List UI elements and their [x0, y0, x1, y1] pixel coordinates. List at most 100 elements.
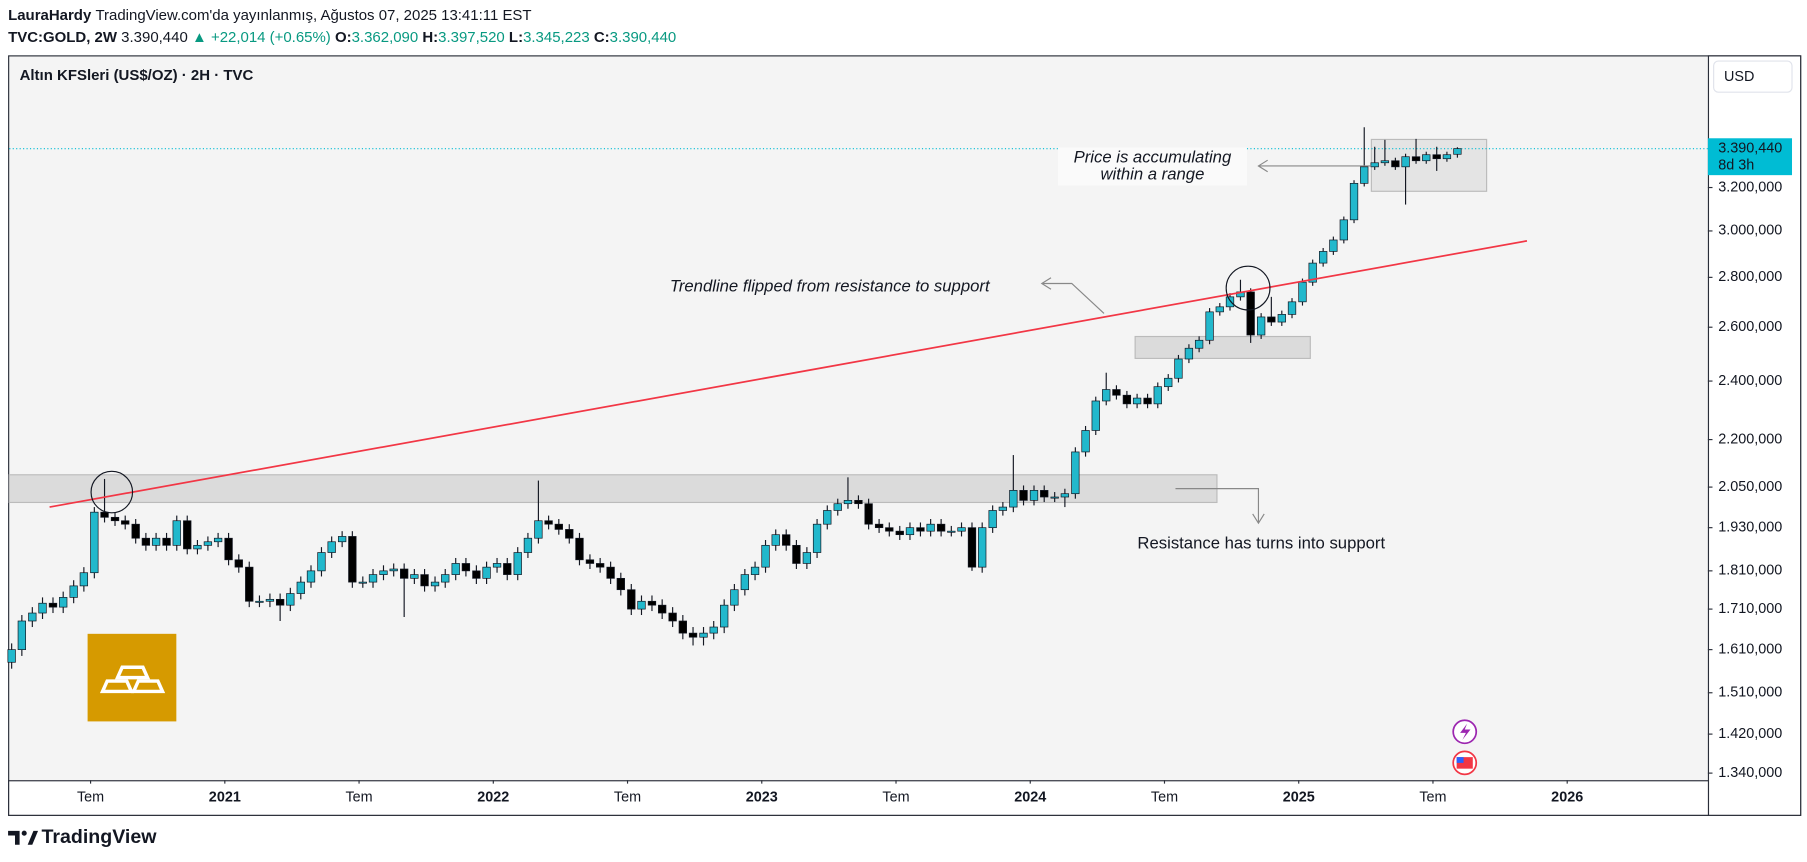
candle-body — [17, 620, 26, 650]
ohlc-label: O: — [335, 29, 352, 46]
header-line-2: TVC:GOLD, 2W 3.390,440 ▲ +22,014 (+0.65%… — [8, 29, 676, 46]
candle-body — [792, 544, 801, 564]
candle-body — [1060, 493, 1070, 498]
candle-body — [678, 620, 687, 634]
candle-body — [213, 537, 223, 543]
candle-body — [28, 612, 37, 622]
candle-body — [1143, 397, 1152, 405]
candle-body — [1339, 219, 1348, 241]
candle-body — [1205, 311, 1214, 341]
candle-body — [1184, 347, 1194, 360]
candle-body — [885, 527, 894, 532]
candle-body — [59, 597, 68, 608]
candle-body — [1298, 281, 1307, 303]
ohlc-value: 3.397,520 — [438, 29, 505, 46]
y-tick-label: 3.000,000 — [1718, 223, 1782, 239]
candle-body — [1194, 339, 1204, 349]
header-line-1: LauraHardy TradingView.com'da yayınlanmı… — [8, 7, 531, 24]
candle-body — [647, 600, 657, 606]
candle-body — [926, 523, 935, 532]
candle-body — [255, 600, 264, 603]
chart-frame — [8, 55, 1802, 816]
candle-body — [967, 527, 977, 568]
candle-body — [595, 563, 605, 568]
candle-body — [1391, 160, 1400, 168]
y-tick-label: 1.420,000 — [1718, 726, 1782, 742]
candle-body — [740, 574, 750, 591]
candle-body — [565, 529, 574, 539]
candle-body — [1009, 490, 1018, 508]
x-tick-label: 2024 — [1014, 789, 1046, 805]
last-price-label: 3.390,440 — [1718, 140, 1782, 156]
candle-body — [400, 568, 409, 579]
candle-body — [203, 541, 213, 546]
candle-body — [1453, 148, 1462, 155]
x-tick-label: 2026 — [1551, 789, 1583, 805]
candle-body — [544, 520, 553, 525]
candle-body — [503, 563, 512, 575]
logo — [8, 830, 39, 845]
candle-body — [38, 602, 47, 614]
candle-body — [978, 527, 987, 568]
x-tick-label: Tem — [614, 789, 641, 805]
candle-body — [957, 527, 966, 532]
candle-body — [688, 632, 698, 638]
candle-body — [368, 574, 378, 583]
candle-body — [802, 552, 812, 564]
annotation: within a range — [1100, 165, 1204, 184]
arrow-head — [1252, 513, 1265, 525]
candle-body — [833, 503, 842, 511]
candle-body — [1029, 490, 1039, 501]
candle-body — [1132, 397, 1142, 405]
candle-body — [936, 523, 946, 532]
candle-body — [895, 530, 904, 536]
range-zone — [1370, 138, 1488, 192]
arrow — [1175, 488, 1260, 523]
y-tick-label: 2.050,000 — [1718, 479, 1782, 495]
last-price-box — [1707, 138, 1793, 176]
candle-body — [988, 510, 997, 529]
candle-body — [1411, 156, 1421, 162]
candle-body — [224, 537, 233, 561]
candle-body — [1380, 160, 1390, 164]
candle-body — [771, 534, 780, 546]
price-axis — [1707, 55, 1802, 816]
candle-body — [48, 602, 58, 608]
candle-body — [1019, 490, 1028, 501]
candle-body — [1040, 490, 1049, 498]
candle-body — [1360, 166, 1369, 184]
candle-body — [1112, 389, 1121, 396]
candle-body — [1277, 314, 1286, 323]
candle-body — [141, 537, 151, 546]
candle-body — [193, 544, 202, 550]
candle-body — [1256, 316, 1266, 336]
candle-body — [306, 570, 316, 583]
candle-body — [585, 559, 595, 564]
candle-body — [627, 589, 636, 610]
candle-body — [441, 574, 450, 583]
ohlc-value: 3.390,440 — [610, 29, 677, 46]
candle-body — [606, 566, 615, 579]
y-tick-label: 1.340,000 — [1718, 765, 1782, 781]
candle-body — [750, 566, 760, 575]
candle-body — [854, 500, 863, 505]
brand: TradingView — [42, 826, 158, 848]
candle-body — [709, 626, 718, 634]
y-tick-label: 1.610,000 — [1718, 641, 1782, 657]
candle-body — [151, 537, 161, 546]
candle-body — [947, 530, 956, 533]
candle-body — [554, 523, 563, 530]
candle-body — [699, 632, 708, 638]
x-tick-label: 2023 — [746, 789, 778, 805]
arrow — [1042, 282, 1105, 314]
author: LauraHardy — [8, 7, 92, 24]
candle-body — [1091, 400, 1100, 431]
y-tick-label: 3.200,000 — [1718, 179, 1782, 195]
candle-body — [327, 541, 336, 553]
candle-body — [337, 536, 347, 543]
candle-body — [90, 511, 99, 574]
candle-body — [1442, 154, 1452, 160]
candle-body — [420, 574, 429, 587]
candle-body — [275, 598, 285, 606]
candle-body — [379, 570, 388, 575]
